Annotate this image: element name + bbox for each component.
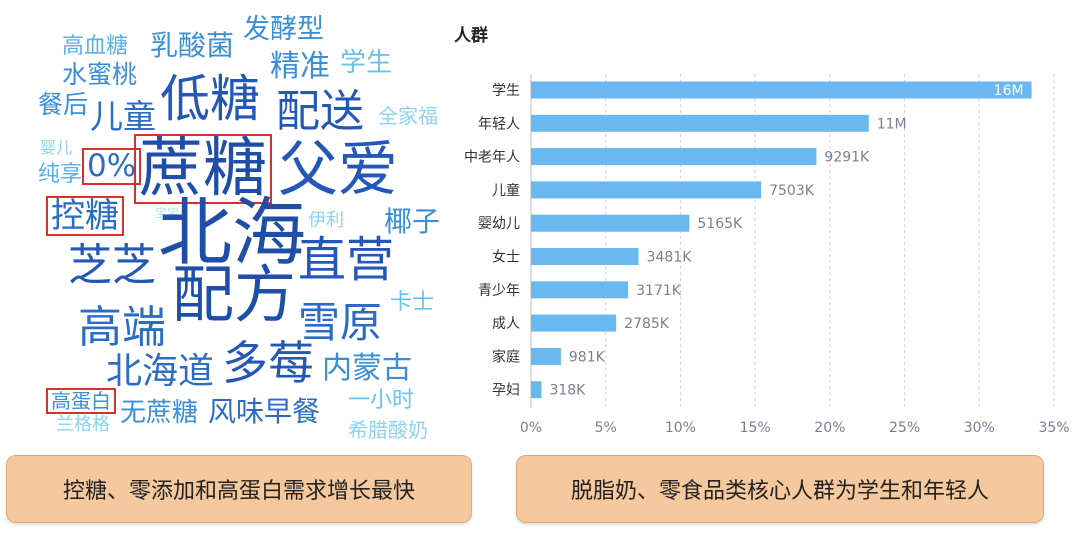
word-gaoxuetang: 高血糖 — [62, 34, 129, 59]
word-kongtang: 控糖 — [46, 196, 124, 236]
word-kashi: 卡士 — [390, 290, 435, 315]
value-label: 9291K — [824, 150, 870, 166]
bar — [531, 314, 617, 332]
word-beihai: 北海 — [158, 190, 306, 276]
word-zero-percent: 0% — [82, 148, 142, 185]
word-yezi: 椰子 — [384, 205, 441, 238]
category-label: 家庭 — [492, 348, 520, 365]
word-xilasuannai: 希腊酸奶 — [348, 418, 428, 442]
word-yili: 伊利 — [308, 210, 344, 231]
value-label: 3481K — [647, 250, 693, 266]
bar — [531, 81, 1032, 99]
word-peisong: 配送 — [276, 86, 364, 137]
value-label: 16M — [994, 83, 1024, 99]
value-label: 11M — [877, 116, 907, 132]
chart-bars — [531, 81, 1032, 399]
word-beihaidao: 北海道 — [106, 351, 215, 392]
category-label: 年轻人 — [478, 116, 520, 132]
word-jingzhun: 精准 — [270, 49, 330, 84]
category-label: 学生 — [492, 83, 520, 99]
word-gaodanbai: 高蛋白 — [46, 388, 116, 414]
word-wuzhetang: 无蔗糖 — [120, 398, 199, 428]
word-canhou: 餐后 — [38, 90, 89, 119]
word-fengweizaocan: 风味早餐 — [208, 395, 321, 428]
bar — [531, 281, 629, 299]
category-label: 孕妇 — [492, 382, 520, 399]
category-label: 青少年 — [478, 283, 520, 299]
word-gaoduan: 高端 — [78, 302, 166, 353]
chart-value-labels: 16M 11M 9291K 7503K 5165K 3481K 3171K 2785K 981K… — [549, 83, 1023, 399]
x-tick-label: 35% — [1038, 420, 1069, 436]
word-shuimitao: 水蜜桃 — [62, 60, 138, 89]
x-tick-label: 0% — [520, 420, 542, 436]
word-neimenggu: 内蒙古 — [322, 351, 412, 386]
chart-x-ticks: 0% 5% 10% 15% 20% 25% 30% 35% — [520, 420, 1070, 436]
word-peifang: 配方 — [172, 258, 297, 331]
value-label: 7503K — [769, 183, 815, 199]
x-tick-label: 5% — [595, 420, 617, 436]
word-ertong: 儿童 — [90, 97, 156, 136]
value-label: 318K — [549, 383, 586, 399]
value-label: 2785K — [624, 316, 670, 332]
value-label: 981K — [569, 349, 606, 365]
x-tick-label: 20% — [814, 420, 845, 436]
bar — [531, 181, 762, 199]
x-tick-label: 30% — [964, 420, 995, 436]
callout-right-text: 脱脂奶、零食品类核心人群为学生和年轻人 — [570, 479, 989, 504]
x-tick-label: 25% — [889, 420, 920, 436]
category-label: 成人 — [492, 316, 520, 332]
x-tick-label: 15% — [740, 420, 771, 436]
word-chunxiang: 纯享 — [38, 162, 83, 187]
callout-right: 脱脂奶、零食品类核心人群为学生和年轻人 — [516, 455, 1044, 523]
word-langege: 兰格格 — [56, 414, 110, 435]
category-label: 中老年人 — [464, 150, 520, 166]
word-yinger: 婴儿 — [40, 138, 73, 157]
word-xueyuan: 雪原 — [298, 298, 383, 347]
callout-left-text: 控糖、零添加和高蛋白需求增长最快 — [62, 479, 415, 504]
callout-left: 控糖、零添加和高蛋白需求增长最快 — [6, 455, 472, 523]
bar — [531, 114, 869, 132]
chart-title: 人群 — [454, 25, 488, 46]
category-label: 婴幼儿 — [478, 216, 520, 232]
word-yixiaoshi: 一小时 — [348, 388, 415, 413]
x-tick-label: 10% — [665, 420, 696, 436]
word-zhiying: 直营 — [298, 232, 395, 288]
category-label: 儿童 — [492, 182, 520, 199]
bar — [531, 347, 561, 365]
category-label: 女士 — [492, 249, 520, 266]
word-zhetang: 蔗糖 — [134, 134, 272, 204]
bar — [531, 381, 542, 399]
word-xuesheng: 学生 — [340, 48, 393, 78]
word-duomei: 多莓 — [222, 336, 314, 390]
value-label: 3171K — [636, 283, 682, 299]
word-quanjiafu: 全家福 — [378, 104, 438, 128]
bar — [531, 148, 817, 166]
word-baobao: 宝宝 — [155, 206, 180, 220]
value-label: 5165K — [697, 216, 743, 232]
bar — [531, 214, 690, 232]
word-cloud: 高血糖 乳酸菌 发酵型 精准 学生 水蜜桃 低糖 餐后 儿童 配送 全家福 婴儿… — [0, 0, 470, 450]
bar — [531, 248, 639, 265]
word-zhizhi: 芝芝 — [68, 240, 156, 291]
word-fuai: 父爱 — [278, 135, 398, 205]
word-ditang: 低糖 — [160, 70, 260, 128]
word-fajiaoxing: 发酵型 — [243, 14, 324, 45]
word-rusuanjun: 乳酸菌 — [150, 29, 235, 62]
